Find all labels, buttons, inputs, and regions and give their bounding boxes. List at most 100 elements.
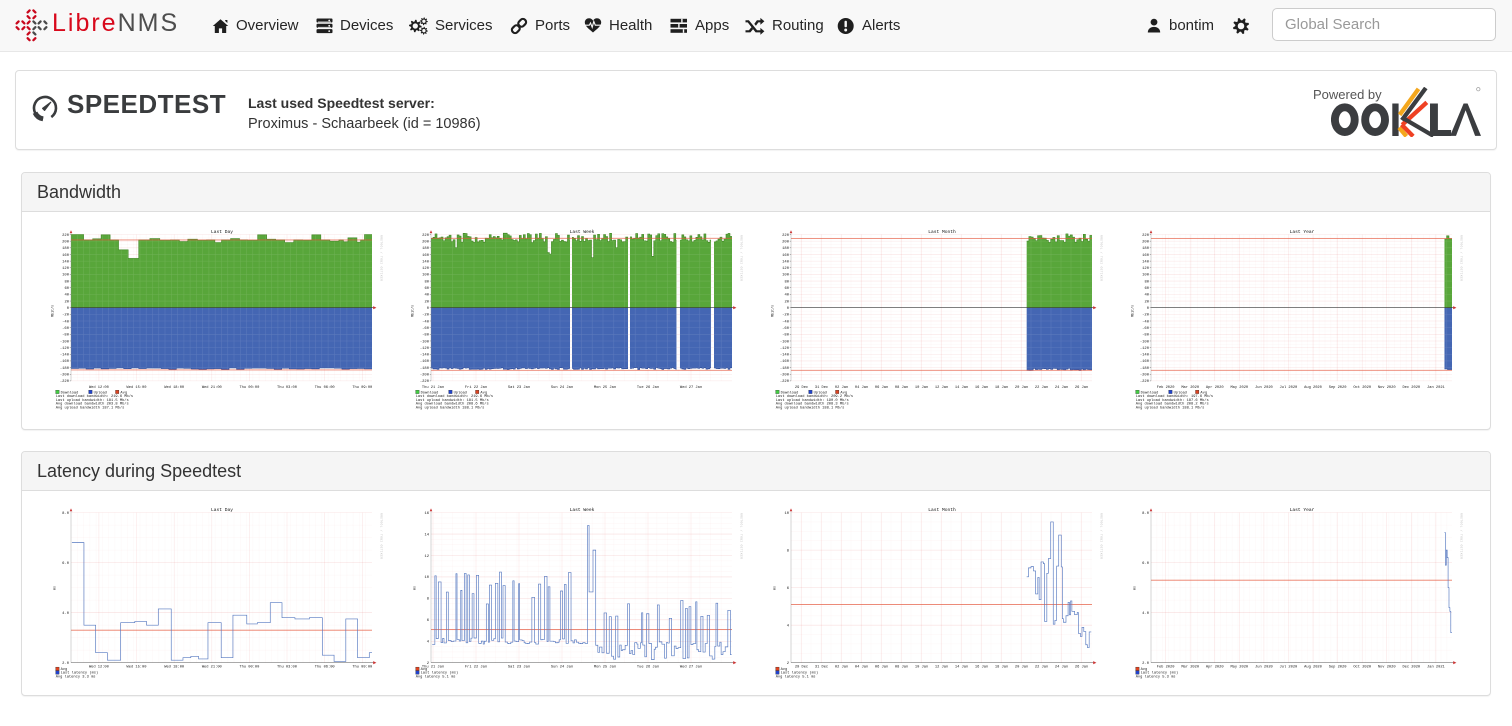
- svg-text:-140: -140: [780, 354, 790, 358]
- svg-text:-80: -80: [422, 334, 430, 338]
- svg-text:Wed 21:00: Wed 21:00: [202, 665, 222, 670]
- svg-text:-80: -80: [1142, 334, 1150, 338]
- svg-text:Thu 00:00: Thu 00:00: [239, 665, 259, 670]
- svg-text:Thu 03:00: Thu 03:00: [277, 665, 297, 670]
- svg-text:Feb 2020: Feb 2020: [1157, 385, 1175, 390]
- svg-text:Feb 2020: Feb 2020: [1157, 665, 1175, 670]
- svg-text:-160: -160: [420, 360, 430, 364]
- svg-text:2: 2: [427, 662, 430, 666]
- svg-text:10 Jan: 10 Jan: [915, 666, 928, 670]
- svg-text:2: 2: [787, 662, 790, 666]
- svg-text:-140: -140: [60, 354, 70, 358]
- svg-text:08 Jan: 08 Jan: [895, 666, 908, 670]
- svg-text:40: 40: [784, 294, 789, 298]
- svg-text:Mbit/s: Mbit/s: [411, 305, 416, 317]
- svg-text:100: 100: [62, 274, 70, 278]
- svg-text:-20: -20: [422, 314, 430, 318]
- svg-text:16 Jan: 16 Jan: [975, 386, 988, 390]
- svg-text:Jun 2020: Jun 2020: [1255, 386, 1273, 390]
- svg-text:-140: -140: [420, 354, 430, 358]
- svg-text:10: 10: [784, 512, 789, 516]
- svg-text:200: 200: [782, 240, 790, 244]
- svg-text:Avg latency 5.1 ms: Avg latency 5.1 ms: [416, 674, 456, 679]
- svg-text:Avg: Avg: [781, 668, 788, 672]
- svg-text:Last upload bandwidth: 187.6 M: Last upload bandwidth: 187.6 Mb/s: [1136, 398, 1209, 403]
- svg-text:Mar 2020: Mar 2020: [1181, 386, 1199, 390]
- svg-text:Avg: Avg: [61, 668, 68, 672]
- svg-text:200: 200: [1142, 240, 1150, 244]
- svg-text:Apr 2020: Apr 2020: [1206, 386, 1224, 390]
- svg-text:-220: -220: [60, 380, 70, 384]
- svg-text:14: 14: [424, 533, 429, 537]
- svg-text:140: 140: [62, 260, 70, 264]
- svg-text:-160: -160: [780, 360, 790, 364]
- svg-text:Wed 27 Jan: Wed 27 Jan: [680, 665, 702, 670]
- svg-text:31 Dec: 31 Dec: [815, 666, 828, 670]
- svg-text:100: 100: [782, 274, 790, 278]
- svg-text:140: 140: [422, 260, 430, 264]
- svg-text:-60: -60: [422, 327, 430, 331]
- svg-text:04 Jan: 04 Jan: [855, 666, 868, 670]
- svg-text:4.0: 4.0: [62, 612, 70, 616]
- svg-text:Last latency (ms): Last latency (ms): [421, 671, 459, 676]
- svg-text:RRDTOOL / TOBI OETIKER: RRDTOOL / TOBI OETIKER: [740, 235, 744, 281]
- svg-text:160: 160: [422, 254, 430, 258]
- svg-text:Avg: Avg: [840, 391, 847, 395]
- svg-text:Wed 18:00: Wed 18:00: [164, 385, 184, 390]
- svg-text:Wed 21:00: Wed 21:00: [202, 385, 222, 390]
- svg-text:220: 220: [422, 234, 430, 238]
- svg-text:Nov 2020: Nov 2020: [1378, 666, 1396, 670]
- svg-text:-60: -60: [782, 327, 790, 331]
- svg-text:Fri 22 Jan: Fri 22 Jan: [465, 665, 487, 670]
- svg-text:2.0: 2.0: [1142, 662, 1150, 666]
- svg-text:Jan 2021: Jan 2021: [1427, 386, 1445, 390]
- svg-text:Avg upload bandwidth 188.1 Mb/: Avg upload bandwidth 188.1 Mb/s: [776, 405, 845, 410]
- svg-text:RRDTOOL / TOBI OETIKER: RRDTOOL / TOBI OETIKER: [380, 235, 384, 281]
- svg-text:RRDTOOL / TOBI OETIKER: RRDTOOL / TOBI OETIKER: [1100, 513, 1104, 559]
- svg-text:-80: -80: [782, 334, 790, 338]
- svg-text:-200: -200: [1140, 374, 1150, 378]
- svg-text:8.0: 8.0: [62, 512, 70, 516]
- svg-text:20 Jan: 20 Jan: [1015, 666, 1028, 670]
- svg-text:-220: -220: [780, 380, 790, 384]
- svg-text:Last upload bandwidth: 181.5 M: Last upload bandwidth: 181.5 Mb/s: [56, 398, 129, 403]
- svg-text:29 Dec: 29 Dec: [795, 666, 808, 670]
- svg-text:Avg upload bandwidth 188.1 Mb/: Avg upload bandwidth 188.1 Mb/s: [1136, 405, 1205, 410]
- svg-text:Thu 00:00: Thu 00:00: [239, 385, 259, 390]
- svg-text:-20: -20: [1142, 314, 1150, 318]
- svg-text:6: 6: [787, 587, 790, 591]
- svg-text:Sun 24 Jan: Sun 24 Jan: [551, 386, 573, 390]
- svg-text:120: 120: [422, 267, 430, 271]
- svg-text:Last Month: Last Month: [928, 507, 956, 513]
- svg-text:18 Jan: 18 Jan: [995, 386, 1008, 390]
- svg-text:Fri 22 Jan: Fri 22 Jan: [465, 385, 487, 390]
- svg-text:-60: -60: [62, 327, 70, 331]
- svg-text:Wed 12:00: Wed 12:00: [89, 385, 109, 390]
- svg-text:-160: -160: [60, 360, 70, 364]
- svg-text:-40: -40: [422, 320, 430, 324]
- svg-text:Upload: Upload: [454, 390, 467, 395]
- svg-text:Upload: Upload: [1174, 390, 1187, 395]
- svg-text:Mon 25 Jan: Mon 25 Jan: [594, 666, 616, 670]
- svg-text:Oct 2020: Oct 2020: [1353, 666, 1371, 670]
- svg-text:20 Jan: 20 Jan: [1015, 386, 1028, 390]
- svg-text:4: 4: [787, 624, 790, 628]
- svg-text:160: 160: [62, 254, 70, 258]
- svg-text:29 Dec: 29 Dec: [795, 386, 808, 390]
- svg-text:6: 6: [427, 619, 430, 623]
- svg-text:2.0: 2.0: [62, 662, 70, 666]
- svg-text:200: 200: [422, 240, 430, 244]
- svg-text:40: 40: [424, 294, 429, 298]
- svg-text:60: 60: [784, 287, 789, 291]
- svg-text:12 Jan: 12 Jan: [935, 666, 948, 670]
- svg-text:Tue 26 Jan: Tue 26 Jan: [637, 666, 659, 670]
- svg-text:RRDTOOL / TOBI OETIKER: RRDTOOL / TOBI OETIKER: [1460, 235, 1464, 281]
- svg-text:Jun 2020: Jun 2020: [1255, 666, 1273, 670]
- svg-text:02 Jan: 02 Jan: [835, 386, 848, 390]
- svg-text:0: 0: [787, 307, 790, 311]
- svg-text:-180: -180: [420, 367, 430, 371]
- svg-text:Last Year: Last Year: [1290, 507, 1315, 513]
- svg-text:0: 0: [67, 307, 70, 311]
- svg-text:Download: Download: [781, 390, 799, 395]
- svg-text:Dec 2020: Dec 2020: [1402, 666, 1420, 670]
